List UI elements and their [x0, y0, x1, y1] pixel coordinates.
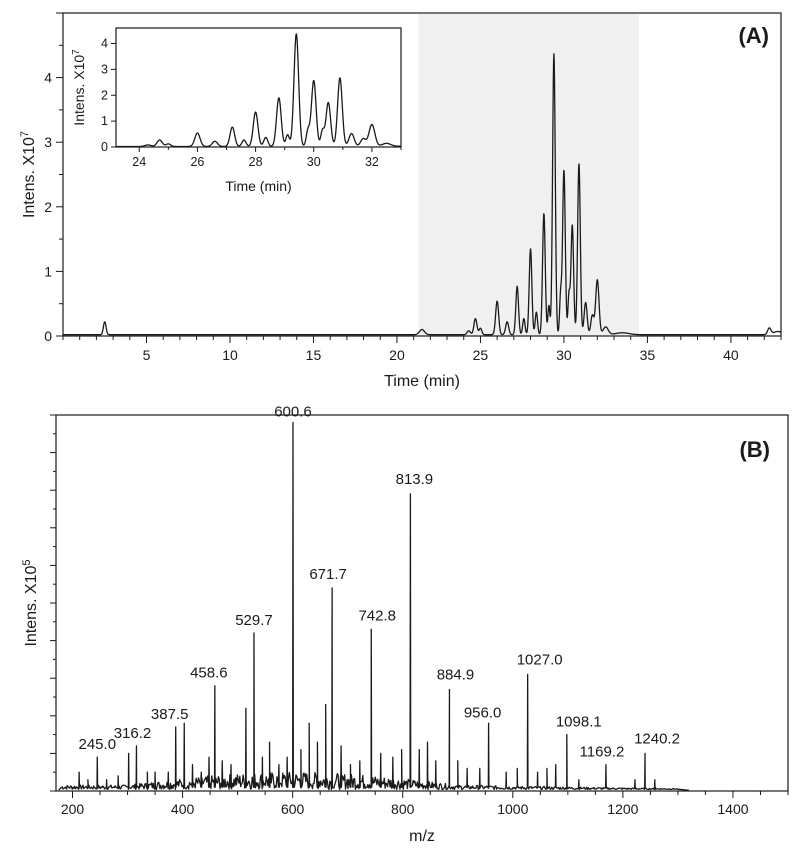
- panel-a-y-axis-title-exponent: 7: [19, 131, 31, 137]
- peak-label-316.2: 316.2: [114, 725, 152, 742]
- panel-b-x-tick-label: 800: [391, 801, 415, 817]
- inset-y-axis-title-exponent: 7: [71, 49, 82, 55]
- panel-b-x-tick-label: 1400: [717, 801, 748, 817]
- peak-label-387.5: 387.5: [151, 706, 189, 723]
- inset-ticks: 24 26 28 30 32 0 1 2 3 4: [101, 37, 402, 169]
- panel-a-y-tick-label: 2: [44, 199, 52, 215]
- panel-b-x-tick-label: 400: [171, 801, 195, 817]
- panel-a-x-tick-label: 30: [556, 347, 572, 363]
- peak-label-600.6: 600.6: [274, 404, 312, 421]
- panel-a-y-axis-title-main: Intens. X10: [21, 137, 38, 218]
- inset-x-tick-label: 32: [365, 155, 379, 169]
- inset-y-tick-label: 2: [101, 88, 108, 102]
- panel-a-x-tick-label: 20: [389, 347, 405, 363]
- inset-x-tick-label: 30: [307, 155, 321, 169]
- panel-a-x-tick-label: 35: [640, 347, 656, 363]
- panel-b-x-tick-label: 200: [61, 801, 85, 817]
- panel-a-x-tick-label: 10: [222, 347, 238, 363]
- peak-label-529.7: 529.7: [235, 612, 273, 629]
- panel-a-y-tick-label: 3: [44, 134, 52, 150]
- inset-x-tick-label: 24: [132, 155, 146, 169]
- inset-chromatogram-trace: [115, 33, 402, 148]
- panel-b-x-tick-label: 1200: [607, 801, 638, 817]
- inset-y-axis-title-main: Intens. X10: [71, 55, 87, 126]
- panel-a-x-axis-title: Time (min): [384, 373, 460, 390]
- inset-y-tick-label: 0: [101, 140, 108, 154]
- panel-b-x-axis-title: m/z: [409, 828, 435, 845]
- inset-y-tick-label: 1: [101, 114, 108, 128]
- inset-x-axis-title: Time (min): [225, 178, 291, 194]
- peak-label-884.9: 884.9: [437, 666, 475, 683]
- peak-label-458.6: 458.6: [190, 665, 228, 682]
- panel-a-x-tick-label: 15: [306, 347, 322, 363]
- panel-a-x-tick-label: 5: [143, 347, 151, 363]
- panel-b-y-axis-title: Intens. X105: [21, 559, 40, 646]
- panel-a-y-tick-label: 0: [44, 328, 52, 344]
- peak-label-671.7: 671.7: [309, 566, 347, 583]
- inset-x-tick-label: 26: [190, 155, 204, 169]
- panel-b-x-tick-label: 1000: [497, 801, 528, 817]
- panel-a-x-tick-label: 40: [723, 347, 739, 363]
- panel-b-y-axis-title-exponent: 5: [21, 559, 33, 565]
- panel-b-x-tick-label: 600: [281, 801, 305, 817]
- panel-a-frame: [62, 12, 782, 337]
- peak-label-1169.2: 1169.2: [580, 744, 625, 761]
- panel-a-y-tick-label: 1: [44, 263, 52, 279]
- inset-x-tick-label: 28: [249, 155, 263, 169]
- peak-label-1027.0: 1027.0: [517, 651, 563, 668]
- peak-label-956.0: 956.0: [464, 704, 502, 721]
- mass-spectrum-trace: [58, 421, 689, 791]
- inset-y-axis-title: Intens. X107: [71, 49, 88, 126]
- peak-label-1098.1: 1098.1: [556, 714, 602, 731]
- inset-frame: [115, 27, 402, 148]
- panel-b-ticks: 200 400 600 800 1000 1200 1400: [50, 414, 789, 817]
- inset-y-tick-label: 3: [101, 62, 108, 76]
- chromatogram-trace: [62, 53, 782, 336]
- peak-label-245.0: 245.0: [79, 736, 117, 753]
- panel-a-label: (A): [738, 23, 769, 48]
- panel-a-y-axis-title: Intens. X107: [19, 131, 38, 218]
- peak-label-1240.2: 1240.2: [634, 730, 680, 747]
- peak-label-813.9: 813.9: [396, 471, 434, 488]
- panel-a-y-tick-label: 4: [44, 70, 52, 86]
- panel-b-frame: [55, 414, 789, 792]
- inset-chart: 24 26 28 30 32 0 1 2 3 4 Time (min) Intens. X107: [71, 27, 402, 194]
- inset-y-tick-label: 4: [101, 37, 108, 51]
- peak-label-742.8: 742.8: [358, 607, 396, 624]
- panel-b-label: (B): [739, 437, 770, 462]
- panel-a-x-tick-label: 25: [473, 347, 489, 363]
- panel-b-y-axis-title-main: Intens. X10: [23, 565, 40, 646]
